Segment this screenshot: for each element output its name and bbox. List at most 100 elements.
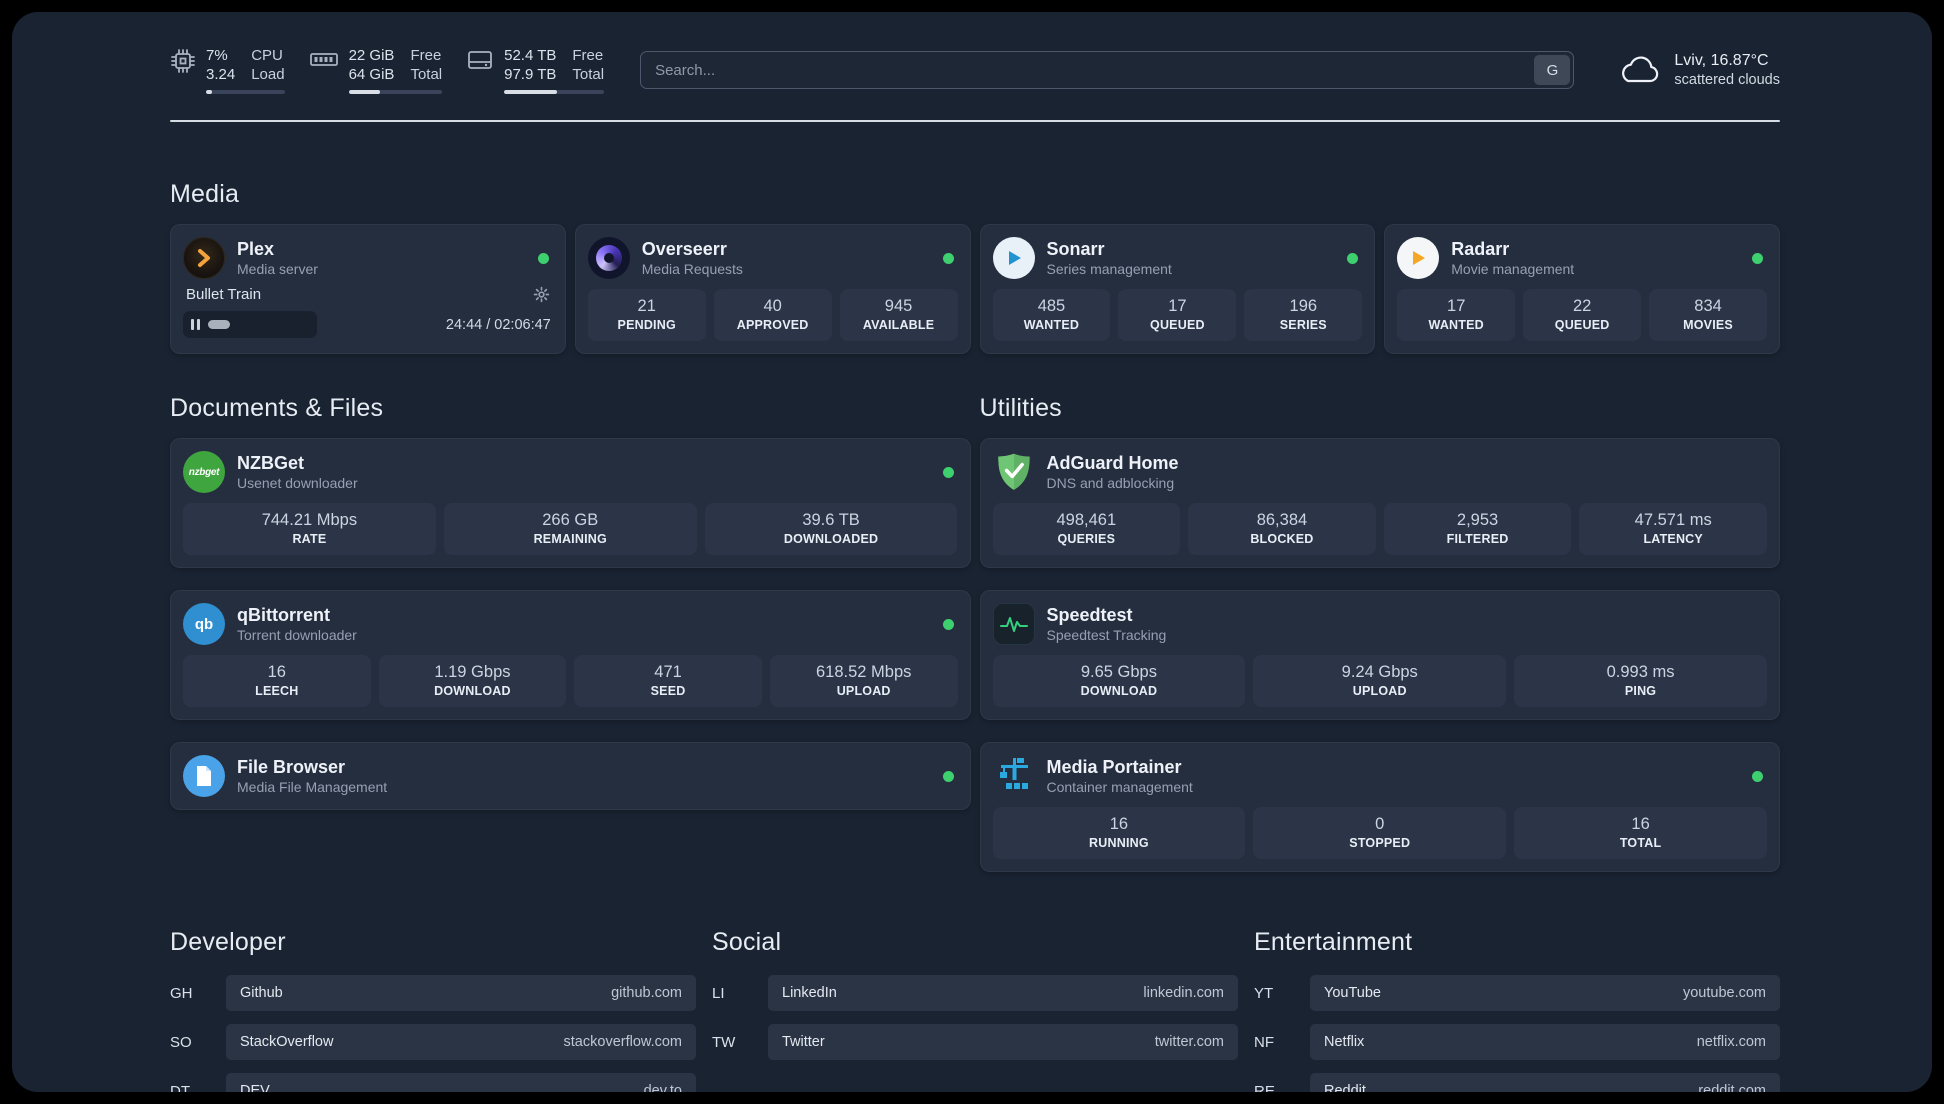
adguard-card[interactable]: AdGuard Home DNS and adblocking 498,461 …	[979, 438, 1780, 568]
bookmark-name: LinkedIn	[782, 985, 837, 1001]
qbittorrent-card[interactable]: qb qBittorrent Torrent downloader 16 LEE…	[170, 590, 971, 720]
gear-icon[interactable]	[533, 286, 550, 303]
disk-icon	[466, 48, 494, 72]
bookmark-github[interactable]: Github github.com	[226, 975, 696, 1011]
ram-label-top: Free	[410, 47, 442, 64]
stat-label: UPLOAD	[1352, 684, 1407, 698]
disk-progress-fill	[504, 90, 558, 94]
disk-total-value: 97.9 TB	[504, 66, 557, 83]
app-name: Speedtest	[1046, 605, 1133, 625]
cpu-icon	[170, 48, 196, 74]
bookmark-abbr: GH	[170, 984, 193, 1002]
stat-label: UPLOAD	[836, 684, 891, 698]
bookmark-name: YouTube	[1324, 985, 1381, 1001]
stat-value: 2,953	[1456, 511, 1499, 529]
stat-value: 86,384	[1256, 511, 1308, 529]
bookmark-youtube[interactable]: YouTube youtube.com	[1310, 975, 1780, 1011]
speedtest-card[interactable]: Speedtest Speedtest Tracking 9.65 Gbps D…	[979, 590, 1780, 720]
stat-box: 1.19 Gbps DOWNLOAD	[378, 655, 567, 707]
section-title-documents: Documents & Files	[170, 394, 384, 422]
stat-label: DOWNLOAD	[1080, 684, 1158, 698]
stat-value: 22	[1572, 297, 1592, 315]
app-subtitle: Media Requests	[641, 261, 743, 277]
bookmark-url: reddit.com	[1698, 1083, 1766, 1092]
bookmark-url: stackoverflow.com	[563, 1034, 682, 1050]
stat-label: RUNNING	[1089, 836, 1149, 850]
search-input[interactable]	[640, 51, 1575, 89]
cpu-load-value: 3.24	[206, 66, 236, 83]
stat-label: MOVIES	[1683, 318, 1733, 332]
stat-value: 744.21 Mbps	[261, 511, 358, 529]
stat-value: 17	[1168, 297, 1187, 315]
bookmark-abbr: YT	[1254, 984, 1274, 1002]
stat-label: BLOCKED	[1250, 532, 1314, 546]
seek-track	[208, 320, 309, 329]
bookmark-name: Netflix	[1324, 1034, 1365, 1050]
dashboard: 7% 3.24 CPU Load	[12, 12, 1932, 1092]
stat-label: QUEUED	[1150, 318, 1205, 332]
ram-free-value: 22 GiB	[348, 47, 395, 64]
bookmark-stackoverflow[interactable]: StackOverflow stackoverflow.com	[226, 1024, 696, 1060]
app-name: Sonarr	[1046, 239, 1105, 259]
disk-free-value: 52.4 TB	[504, 47, 557, 64]
filebrowser-card[interactable]: File Browser Media File Management	[170, 742, 971, 810]
stat-label: STOPPED	[1349, 836, 1411, 850]
status-dot	[942, 770, 954, 782]
stat-value: 16	[1631, 815, 1650, 833]
stat-box: 39.6 TB DOWNLOADED	[704, 503, 958, 555]
weather-widget: Lviv, 16.87°C scattered clouds	[1616, 50, 1780, 90]
app-subtitle: Torrent downloader	[237, 627, 357, 643]
overseerr-card[interactable]: Overseerr Media Requests 21 PENDING 40 A…	[574, 224, 971, 354]
bookmark-abbr: SO	[170, 1033, 192, 1051]
stat-box: 485 WANTED	[992, 289, 1111, 341]
stat-box: 2,953 FILTERED	[1383, 503, 1572, 555]
stat-value: 39.6 TB	[802, 511, 860, 529]
top-bar: 7% 3.24 CPU Load	[170, 46, 1780, 94]
sonarr-card[interactable]: Sonarr Series management 485 WANTED 17 Q…	[979, 224, 1376, 354]
stat-label: DOWNLOADED	[783, 532, 879, 546]
disk-stat: 52.4 TB 97.9 TB Free Total	[466, 46, 605, 94]
bookmark-reddit[interactable]: Reddit reddit.com	[1310, 1073, 1780, 1092]
bookmarks-developer: Developer GH Github github.com SO StackO…	[170, 928, 696, 1092]
stat-value: 16	[267, 663, 286, 681]
bookmark-name: Twitter	[782, 1034, 825, 1050]
bookmark-netflix[interactable]: Netflix netflix.com	[1310, 1024, 1780, 1060]
stat-label: WANTED	[1023, 318, 1080, 332]
bookmark-abbr: LI	[712, 984, 725, 1002]
cpu-label-top: CPU	[251, 47, 283, 64]
portainer-card[interactable]: Media Portainer Container management 16 …	[979, 742, 1780, 872]
status-dot	[1752, 770, 1763, 782]
plex-card[interactable]: Plex Media server Bullet Train	[170, 224, 566, 354]
system-stats: 7% 3.24 CPU Load	[170, 46, 605, 94]
bookmark-linkedin[interactable]: LinkedIn linkedin.com	[768, 975, 1238, 1011]
status-dot	[942, 466, 954, 478]
bookmark-abbr: DT	[170, 1082, 190, 1093]
nzbget-card[interactable]: nzbget NZBGet Usenet downloader 744.21 M…	[170, 438, 971, 568]
bookmark-name: DEV	[240, 1083, 270, 1092]
radarr-card[interactable]: Radarr Movie management 17 WANTED 22 QUE…	[1384, 224, 1780, 354]
bookmark-twitter[interactable]: Twitter twitter.com	[768, 1024, 1238, 1060]
ram-icon	[309, 48, 339, 72]
app-name: NZBGet	[237, 453, 304, 473]
app-name: Overseerr	[641, 239, 727, 259]
search-engine-button[interactable]: G	[1534, 55, 1571, 85]
bookmark-dev[interactable]: DEV dev.to	[226, 1073, 696, 1092]
stat-value: 21	[637, 297, 656, 315]
seek-bar[interactable]	[183, 311, 317, 338]
section-media: Media Plex Media server Bullet Train	[170, 180, 1780, 354]
pause-icon[interactable]	[191, 319, 200, 330]
stat-box: 9.24 Gbps UPLOAD	[1253, 655, 1507, 707]
app-name: qBittorrent	[237, 605, 330, 625]
stat-value: 618.52 Mbps	[815, 663, 912, 681]
bookmark-row: DT DEV dev.to	[170, 1073, 696, 1092]
stat-value: 945	[884, 297, 913, 315]
plex-icon	[183, 237, 225, 279]
ram-progress-bar	[348, 90, 443, 94]
stat-box: 16 RUNNING	[992, 807, 1246, 859]
bookmark-abbr: TW	[712, 1033, 736, 1051]
radarr-icon	[1397, 237, 1440, 279]
stat-box: 40 APPROVED	[713, 289, 832, 341]
bookmark-name: Github	[240, 985, 283, 1001]
stat-value: 0	[1375, 815, 1385, 833]
cpu-percent: 7%	[206, 47, 228, 64]
